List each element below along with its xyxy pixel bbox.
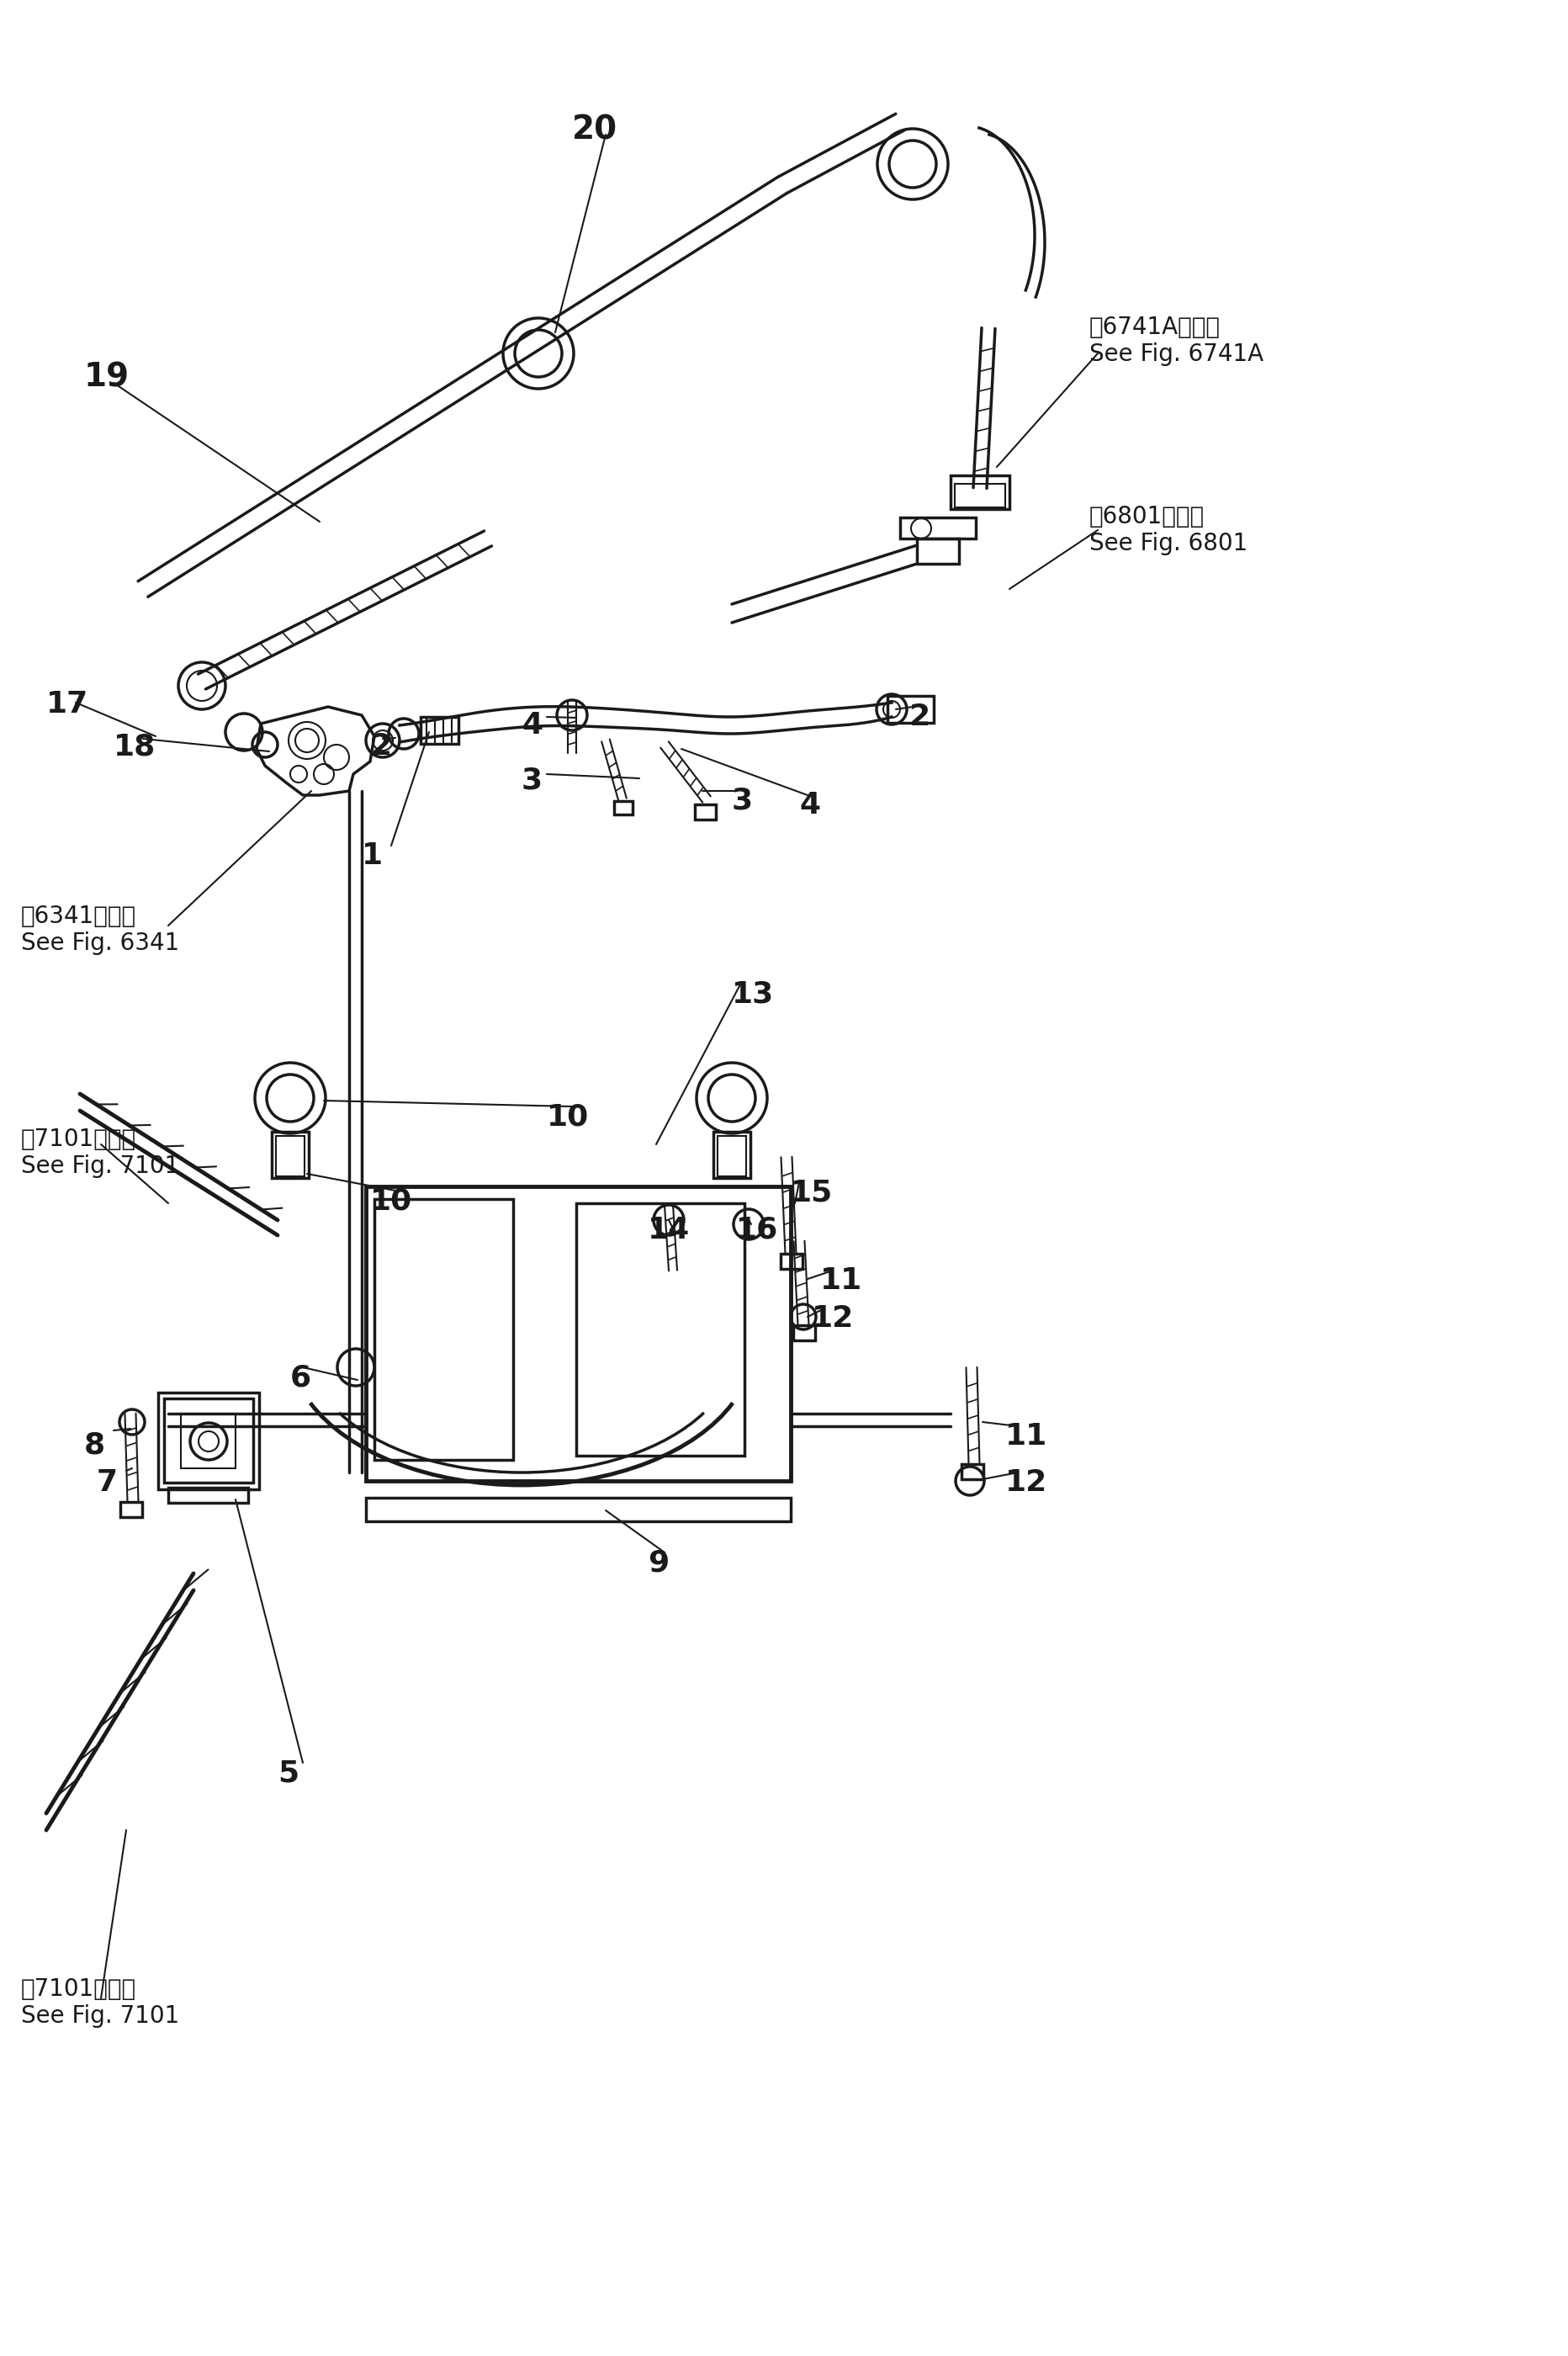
Bar — [375, 1199, 513, 1461]
Bar — [955, 483, 1005, 507]
Bar — [713, 1131, 750, 1178]
Text: 10: 10 — [370, 1187, 412, 1216]
Text: 第6801図参照
See Fig. 6801: 第6801図参照 See Fig. 6801 — [1088, 504, 1247, 556]
Text: 11: 11 — [820, 1268, 862, 1296]
Polygon shape — [257, 707, 375, 796]
Text: 3: 3 — [731, 787, 753, 815]
Text: 20: 20 — [572, 113, 618, 146]
Text: 11: 11 — [1005, 1423, 1047, 1451]
Text: 14: 14 — [648, 1216, 690, 1244]
Text: 13: 13 — [731, 980, 773, 1008]
Bar — [158, 1392, 259, 1489]
Text: 第7101図参照
See Fig. 7101: 第7101図参照 See Fig. 7101 — [20, 1129, 179, 1178]
Bar — [365, 1498, 790, 1522]
Bar — [276, 1136, 304, 1176]
Bar — [420, 716, 458, 744]
Bar — [916, 540, 958, 563]
Bar — [613, 801, 632, 815]
Bar — [271, 1131, 309, 1178]
Text: 15: 15 — [790, 1178, 833, 1206]
Bar — [165, 1399, 252, 1482]
Text: 5: 5 — [278, 1758, 298, 1788]
Bar — [168, 1487, 248, 1503]
Bar — [900, 518, 975, 540]
Text: 3: 3 — [521, 766, 543, 794]
Bar — [575, 1204, 745, 1456]
Text: 9: 9 — [648, 1548, 668, 1576]
Bar — [961, 1463, 983, 1480]
Text: 第6741A図参照
See Fig. 6741A: 第6741A図参照 See Fig. 6741A — [1088, 316, 1262, 368]
Text: 12: 12 — [1005, 1468, 1047, 1496]
Text: 4: 4 — [521, 712, 543, 740]
Bar — [950, 476, 1008, 509]
Bar — [121, 1503, 143, 1517]
Text: 16: 16 — [735, 1216, 778, 1244]
Text: 18: 18 — [113, 733, 155, 761]
Text: 第6341図参照
See Fig. 6341: 第6341図参照 See Fig. 6341 — [20, 905, 179, 957]
Bar — [365, 1187, 790, 1482]
Bar — [793, 1324, 815, 1341]
Text: 17: 17 — [45, 690, 88, 719]
Text: 8: 8 — [85, 1430, 105, 1458]
Text: 第7101図参照
See Fig. 7101: 第7101図参照 See Fig. 7101 — [20, 1977, 179, 2029]
Text: 10: 10 — [547, 1103, 588, 1131]
Bar — [717, 1136, 746, 1176]
Text: 12: 12 — [811, 1305, 853, 1333]
Bar — [695, 803, 715, 820]
Text: 4: 4 — [798, 792, 820, 820]
Text: 1: 1 — [362, 841, 383, 869]
Bar — [781, 1253, 803, 1270]
Text: 7: 7 — [97, 1468, 118, 1496]
Text: 19: 19 — [85, 363, 130, 393]
Bar — [180, 1414, 235, 1468]
Text: 6: 6 — [290, 1364, 310, 1392]
Text: 2: 2 — [908, 702, 930, 730]
Text: 2: 2 — [370, 733, 390, 761]
Bar — [887, 695, 933, 723]
